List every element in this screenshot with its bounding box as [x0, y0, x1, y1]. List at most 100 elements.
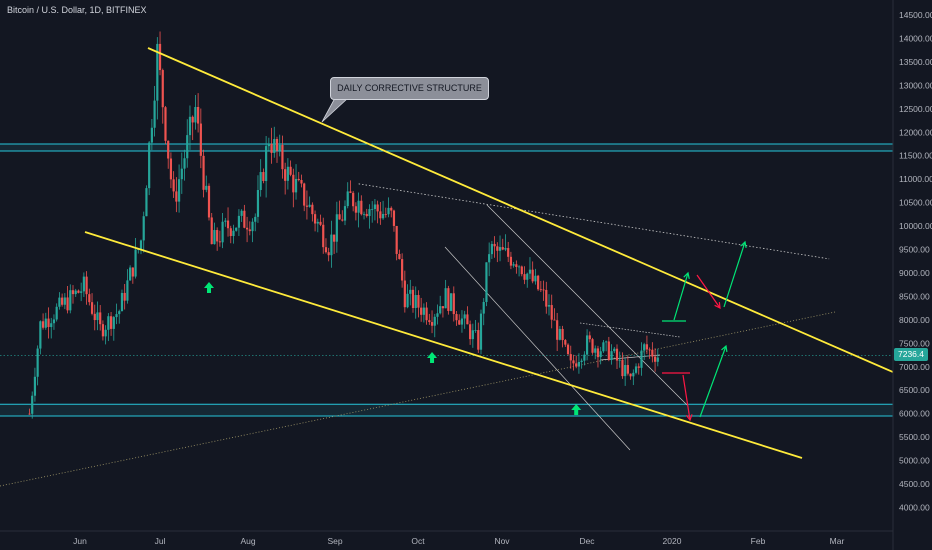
candle-body: [327, 252, 330, 256]
candle-body: [561, 328, 564, 341]
candle-body: [537, 275, 540, 290]
y-tick-label: 5500.00: [899, 432, 930, 442]
y-tick-label: 10500.00: [899, 198, 932, 208]
candle-body: [41, 321, 45, 328]
candle-body: [406, 293, 409, 308]
candle-body: [624, 365, 627, 377]
candle-body: [207, 185, 211, 218]
candle-body: [463, 314, 466, 319]
candle-body: [286, 166, 289, 181]
candle-body: [352, 192, 355, 207]
candle-body: [610, 351, 613, 360]
up-arrow-icon: [204, 282, 214, 293]
candle-body: [112, 317, 115, 329]
candle-body: [324, 247, 328, 253]
candle-body: [120, 292, 124, 312]
scenario-up-arrow-head: [683, 271, 690, 279]
inner-resistance-line: [358, 183, 830, 260]
candle-body: [205, 185, 208, 190]
candle-body: [504, 248, 507, 250]
candle-body: [411, 289, 415, 308]
candle-body: [572, 360, 575, 364]
candle-body: [474, 330, 477, 331]
candle-body: [349, 191, 352, 193]
candle-body: [607, 341, 610, 360]
candle-body: [417, 295, 420, 308]
candle-body: [50, 323, 53, 328]
candle-body: [643, 344, 646, 351]
candle-body: [80, 291, 83, 293]
y-tick-label: 8500.00: [899, 291, 930, 301]
candle-body: [471, 330, 474, 340]
candle-body: [564, 340, 567, 345]
candle-body: [588, 335, 591, 340]
candle-body: [422, 307, 425, 315]
candle-body: [338, 214, 341, 220]
candle-body: [303, 183, 306, 206]
candle-body: [477, 330, 480, 350]
candle-body: [501, 247, 504, 250]
candle-body: [428, 320, 431, 323]
candle-body: [436, 313, 439, 317]
candle-body: [357, 200, 360, 213]
candle-body: [420, 307, 423, 315]
candle-body: [229, 228, 232, 237]
candle-body: [224, 220, 227, 222]
candle-body: [52, 319, 56, 324]
candle-body: [169, 158, 173, 180]
candle-body: [566, 344, 570, 355]
candle-body: [313, 214, 317, 224]
y-tick-label: 13500.00: [899, 57, 932, 67]
candle-body: [55, 306, 58, 320]
y-tick-label: 10000.00: [899, 221, 932, 231]
x-tick-label: Feb: [751, 536, 766, 546]
y-tick-label: 14500.00: [899, 10, 932, 20]
candle-body: [558, 328, 561, 340]
candle-body: [384, 213, 387, 215]
candle-body: [232, 230, 235, 237]
candle-body: [330, 234, 333, 256]
candle-body: [376, 204, 379, 212]
candle-body: [507, 248, 510, 257]
candle-body: [482, 301, 485, 314]
up-arrow-icon: [427, 352, 438, 363]
candle-body: [142, 216, 145, 241]
x-tick-label: Jun: [73, 536, 87, 546]
candle-body: [58, 297, 61, 307]
candle-body: [618, 359, 621, 361]
candle-body: [197, 106, 200, 124]
candle-body: [148, 142, 151, 189]
annotation-callout[interactable]: DAILY CORRECTIVE STRUCTURE: [330, 77, 489, 100]
candle-body: [262, 172, 265, 182]
candle-body: [368, 209, 371, 217]
candle-body: [433, 316, 436, 326]
candle-body: [615, 348, 619, 361]
candle-body: [594, 348, 597, 353]
candle-body: [409, 289, 412, 294]
candle-body: [401, 259, 404, 281]
candle-body: [651, 349, 654, 357]
candle-body: [335, 214, 338, 242]
candle-body: [134, 249, 137, 277]
candle-body: [585, 335, 589, 355]
candle-body: [414, 295, 417, 308]
candle-body: [362, 213, 366, 215]
candle-body: [308, 204, 311, 207]
candle-body: [69, 290, 72, 311]
candle-body: [626, 365, 629, 374]
candle-body: [44, 318, 47, 328]
candle-body: [599, 351, 602, 358]
candle-body: [199, 123, 202, 156]
candle-body: [129, 267, 132, 281]
candle-body: [126, 280, 129, 301]
candle-body: [82, 276, 85, 292]
y-tick-label: 7500.00: [899, 338, 930, 348]
candle-body: [186, 135, 189, 159]
candle-body: [425, 307, 428, 321]
candle-body: [645, 344, 649, 350]
lower-channel-line: [84, 231, 803, 459]
candle-body: [354, 206, 357, 213]
candle-body: [33, 376, 37, 396]
y-tick-label: 11000.00: [899, 174, 932, 184]
